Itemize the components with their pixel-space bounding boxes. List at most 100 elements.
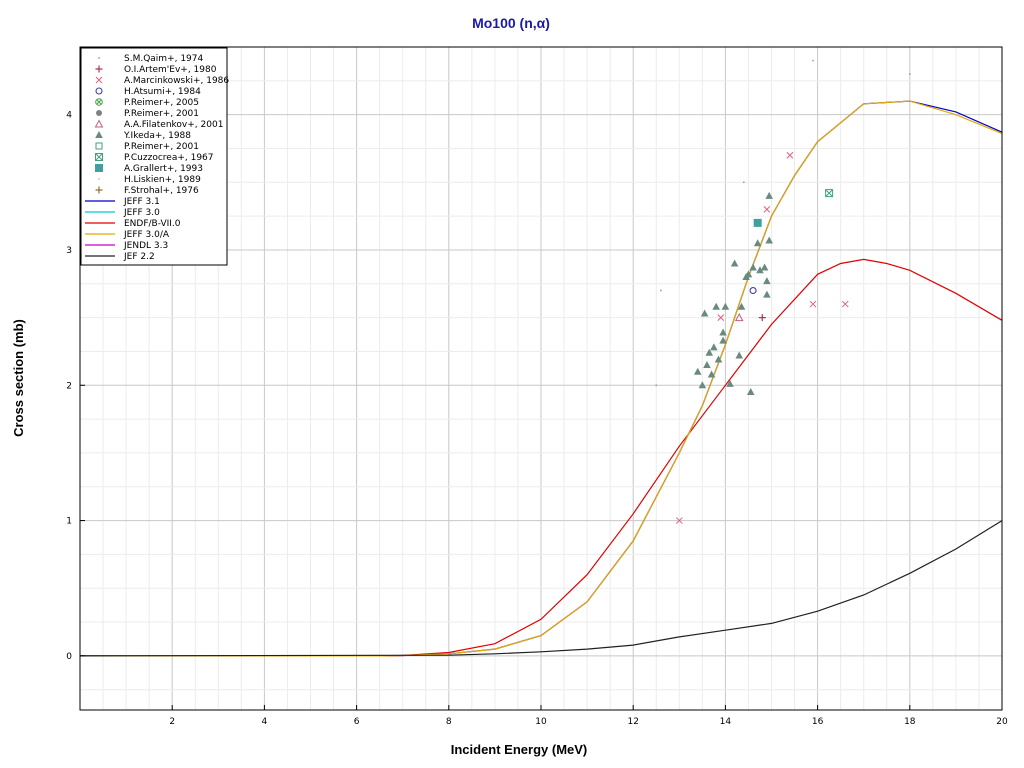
legend-label: F.Strohal+, 1976 [124, 186, 199, 196]
data-point [714, 355, 723, 363]
y-tick-label: 0 [66, 652, 72, 662]
legend-label: P.Reimer+, 2005 [124, 98, 199, 108]
data-point [737, 302, 746, 310]
curve-endf-b-vii-0 [80, 258, 1003, 657]
data-point [758, 314, 766, 322]
data-point [698, 381, 707, 389]
data-point [812, 59, 814, 62]
legend-marker [94, 119, 104, 128]
legend-marker [98, 57, 100, 59]
data-point [700, 309, 709, 317]
legend-label: P.Cuzzocrea+, 1967 [124, 153, 214, 163]
legend-label: ENDF/B-VII.0 [124, 219, 181, 229]
data-point [809, 300, 817, 308]
legend-label: JEF 2.2 [123, 252, 155, 262]
legend-marker [98, 178, 100, 180]
data-point [730, 259, 739, 267]
data-point [717, 314, 725, 321]
x-tick-label: 4 [262, 717, 268, 727]
data-point [756, 266, 764, 274]
legend-label: A.Grallert+, 1993 [124, 164, 203, 174]
data-point [721, 302, 730, 310]
curve-jeff-3-0-a [80, 100, 1003, 657]
legend-label: A.A.Filatenkov+, 2001 [124, 120, 223, 130]
x-tick-label: 12 [627, 717, 638, 727]
data-point [746, 388, 755, 396]
legend-label: H.Liskien+, 1989 [124, 175, 201, 185]
legend-marker [95, 87, 103, 95]
data-point [749, 263, 757, 271]
data-point [753, 239, 762, 247]
legend-marker [95, 142, 103, 150]
y-tick-label: 2 [66, 381, 72, 391]
x-tick-label: 6 [354, 717, 360, 727]
data-point [712, 302, 720, 310]
data-point [710, 343, 718, 351]
data-point [908, 73, 911, 75]
legend-label: P.Reimer+, 2001 [124, 142, 199, 152]
legend-marker [96, 110, 102, 116]
data-point [765, 191, 773, 199]
y-axis-label: Cross section (mb) [11, 319, 26, 437]
chart-title: Mo100 (n,α) [472, 15, 550, 31]
legend-label: P.Reimer+, 2001 [124, 109, 199, 119]
legend-marker [95, 186, 103, 194]
data-point [655, 384, 658, 387]
legend-label: A.Marcinkowski+, 1986 [124, 76, 229, 86]
x-tick-label: 16 [812, 717, 824, 727]
legend-marker [95, 153, 103, 161]
data-point [763, 277, 771, 285]
evaluation-curves [79, 100, 1003, 657]
y-tick-label: 1 [66, 517, 72, 527]
x-tick-label: 20 [996, 717, 1008, 727]
legend-label: S.M.Qaim+, 1974 [124, 54, 204, 64]
x-tick-label: 18 [904, 717, 916, 727]
y-tick-label: 3 [66, 246, 72, 256]
data-point [659, 289, 662, 292]
data-point [675, 517, 683, 524]
x-tick-label: 8 [446, 717, 452, 727]
legend-marker [95, 65, 103, 73]
data-point [703, 360, 711, 368]
legend-label: JEFF 3.0/A [123, 230, 170, 240]
data-point [841, 300, 849, 308]
data-point [726, 379, 734, 387]
data-point [760, 263, 769, 271]
x-tick-label: 2 [169, 717, 175, 727]
legend-label: H.Atsumi+, 1984 [124, 87, 201, 97]
experimental-points [655, 59, 911, 524]
data-point [825, 189, 833, 197]
data-point [744, 270, 753, 278]
legend-marker [95, 76, 103, 84]
legend-label: JEFF 3.1 [123, 197, 160, 207]
data-point [707, 370, 716, 378]
legend-box [80, 47, 228, 266]
data-point [734, 313, 744, 322]
legend-label: O.I.Artem'Ev+, 1980 [124, 65, 217, 75]
legend-marker [96, 99, 102, 105]
data-point [786, 151, 794, 159]
data-point [763, 206, 771, 213]
legend-label: JENDL 3.3 [123, 241, 168, 251]
data-point [742, 181, 745, 184]
data-point [705, 348, 714, 356]
x-axis-label: Incident Energy (MeV) [451, 742, 588, 757]
x-tick-label: 14 [720, 717, 732, 727]
legend-marker [95, 131, 103, 138]
legend-marker [95, 164, 103, 172]
data-point [719, 328, 727, 336]
data-point [719, 336, 727, 344]
data-point [749, 287, 757, 295]
y-tick-label: 4 [66, 111, 72, 121]
data-point [765, 236, 773, 244]
curve-jef-2-2 [79, 520, 1003, 657]
data-point [735, 351, 744, 359]
x-tick-label: 10 [535, 717, 547, 727]
legend-label: JEFF 3.0 [123, 208, 160, 218]
data-point [763, 290, 771, 298]
data-point [693, 367, 702, 375]
legend-label: Y.Ikeda+, 1988 [123, 131, 191, 141]
